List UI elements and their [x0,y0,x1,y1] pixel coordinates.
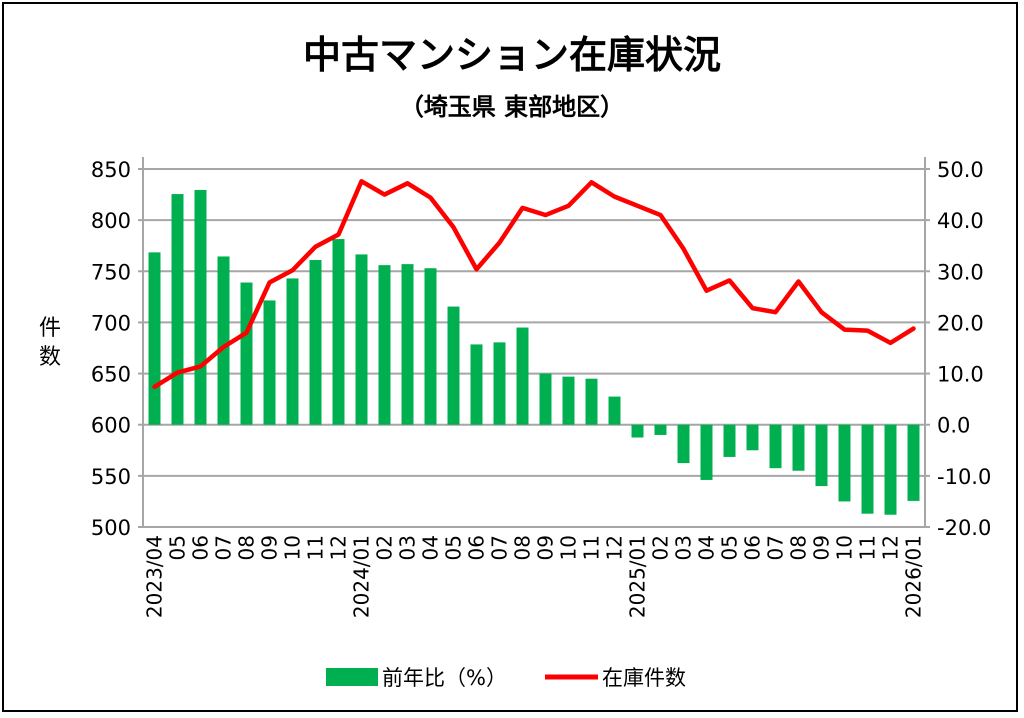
x-tick-label: 11 [856,535,880,560]
x-tick-label: 05 [718,535,742,560]
x-tick-label: 2026/01 [902,535,926,618]
bar-yoy [792,424,805,471]
right-tick-label: -10.0 [937,465,991,489]
bar-yoy [447,306,460,425]
bar-yoy [677,424,690,464]
bar-yoy [562,376,575,425]
bar-yoy [516,327,529,425]
x-tick-label: 02 [649,535,673,560]
right-tick-label: 20.0 [937,311,984,335]
bar-yoy [240,282,253,425]
y-axis-label-char-2: 数 [39,345,61,370]
left-tick-label: 750 [91,260,131,284]
left-tick-label: 550 [91,465,131,489]
x-tick-label: 10 [557,535,581,560]
x-tick-label: 11 [580,535,604,560]
line-inventory [152,179,916,390]
x-tick-label: 05 [442,535,466,560]
bar-yoy [608,396,621,425]
legend-label-bar: 前年比（%） [382,666,507,690]
x-tick-label: 03 [396,535,420,560]
bar-yoy [884,424,897,515]
left-tick-label: 850 [91,158,131,182]
x-tick-label: 12 [327,535,351,560]
right-tick-label: 50.0 [937,158,984,182]
bar-yoy [309,260,322,425]
bar-yoy [539,373,552,425]
left-tick-label: 700 [91,311,131,335]
x-tick-label: 07 [488,535,512,560]
y-axis-label-char-1: 件 [39,316,61,341]
left-tick-label: 650 [91,363,131,387]
right-tick-label: 30.0 [937,260,984,284]
x-tick-label: 09 [810,535,834,560]
x-tick-label: 02 [373,535,397,560]
bar-yoy [654,424,667,435]
x-tick-label: 08 [511,535,535,560]
left-tick-label: 600 [91,414,131,438]
x-tick-label: 06 [741,535,765,560]
bar-yoy [631,424,644,438]
right-tick-label: -20.0 [937,516,991,540]
bar-yoy [470,344,483,425]
x-tick-label: 12 [603,535,627,560]
bar-yoy [194,189,207,425]
bar-yoy [838,424,851,502]
x-tick-label: 12 [879,535,903,560]
bar-yoy [148,252,161,425]
bar-yoy [263,300,276,425]
x-tick-label: 10 [281,535,305,560]
bar-yoy [378,265,391,425]
x-tick-label: 06 [189,535,213,560]
x-tick-label: 2025/01 [626,535,650,618]
right-tick-label: 0.0 [937,414,970,438]
bar-yoy [723,424,736,457]
bar-yoy [171,194,184,425]
x-tick-label: 08 [235,535,259,560]
x-tick-label: 08 [787,535,811,560]
bar-yoy [815,424,828,487]
x-tick-label: 11 [304,535,328,560]
x-tick-label: 07 [764,535,788,560]
right-tick-label: 40.0 [937,209,984,233]
bar-yoy [907,424,920,501]
bar-yoy [401,264,414,425]
x-tick-label: 2023/04 [143,535,167,618]
x-tick-label: 10 [833,535,857,560]
x-tick-label: 06 [465,535,489,560]
bar-yoy [700,424,713,480]
x-tick-label: 07 [212,535,236,560]
x-tick-label: 05 [166,535,190,560]
bar-yoy [585,378,598,425]
bar-yoy [217,256,230,425]
x-tick-label: 03 [672,535,696,560]
x-tick-label: 04 [695,535,719,560]
bar-yoy [861,424,874,514]
bar-yoy [286,278,299,425]
bar-yoy [355,254,368,425]
x-tick-label: 09 [258,535,282,560]
legend-swatch-bar [326,668,378,686]
bar-yoy [332,239,345,425]
left-tick-label: 500 [91,516,131,540]
x-tick-label: 09 [534,535,558,560]
bar-yoy [746,424,759,451]
bar-yoy [424,268,437,425]
chart-subtitle: （埼玉県 東部地区） [400,93,624,121]
left-tick-label: 800 [91,209,131,233]
legend-label-line: 在庫件数 [602,666,686,690]
bar-yoy [493,342,506,425]
x-tick-label: 2024/01 [350,535,374,618]
x-tick-label: 04 [419,535,443,560]
chart-title: 中古マンション在庫状況 [303,33,721,77]
bar-yoy [769,424,782,469]
right-tick-label: 10.0 [937,363,984,387]
